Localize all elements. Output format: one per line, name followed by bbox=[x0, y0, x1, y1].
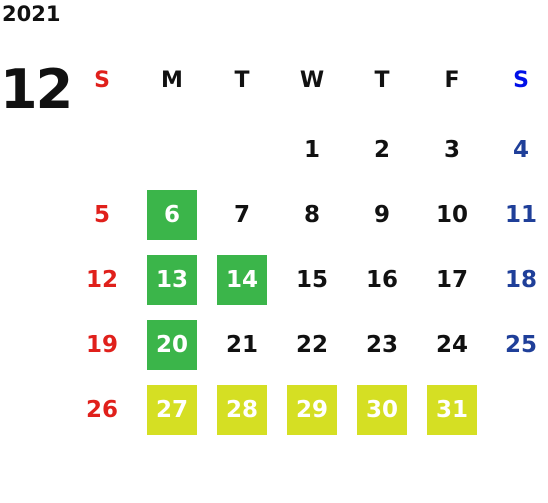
day: 26 bbox=[85, 397, 118, 423]
day: 11 bbox=[504, 202, 537, 228]
highlighted-day: 28 bbox=[217, 385, 267, 435]
day: 4 bbox=[512, 137, 529, 163]
day: 3 bbox=[443, 137, 460, 163]
weekday-header: F bbox=[444, 67, 460, 93]
day: 19 bbox=[85, 332, 118, 358]
day: 16 bbox=[365, 267, 398, 293]
day: 8 bbox=[303, 202, 320, 228]
day: 10 bbox=[435, 202, 468, 228]
highlighted-day: 6 bbox=[147, 190, 197, 240]
day: 24 bbox=[435, 332, 468, 358]
day: 17 bbox=[435, 267, 468, 293]
highlighted-day: 29 bbox=[287, 385, 337, 435]
highlighted-day: 13 bbox=[147, 255, 197, 305]
day: 9 bbox=[373, 202, 390, 228]
day: 7 bbox=[233, 202, 250, 228]
weekday-header: M bbox=[161, 67, 183, 93]
day: 25 bbox=[504, 332, 537, 358]
weekday-header: T bbox=[234, 67, 250, 93]
year: 2021 bbox=[2, 2, 61, 26]
day: 1 bbox=[303, 137, 320, 163]
highlighted-day: 30 bbox=[357, 385, 407, 435]
day: 15 bbox=[295, 267, 328, 293]
weekday-header: S bbox=[94, 67, 110, 93]
day: 18 bbox=[504, 267, 537, 293]
weekday-header: W bbox=[299, 67, 325, 93]
month: 12 bbox=[0, 58, 73, 121]
day: 12 bbox=[85, 267, 118, 293]
highlighted-day: 31 bbox=[427, 385, 477, 435]
weekday-header: T bbox=[374, 67, 390, 93]
weekday-header: S bbox=[513, 67, 529, 93]
highlighted-day: 27 bbox=[147, 385, 197, 435]
highlighted-day: 14 bbox=[217, 255, 267, 305]
day: 21 bbox=[225, 332, 258, 358]
day: 5 bbox=[93, 202, 110, 228]
day: 22 bbox=[295, 332, 328, 358]
highlighted-day: 20 bbox=[147, 320, 197, 370]
day: 23 bbox=[365, 332, 398, 358]
day: 2 bbox=[373, 137, 390, 163]
